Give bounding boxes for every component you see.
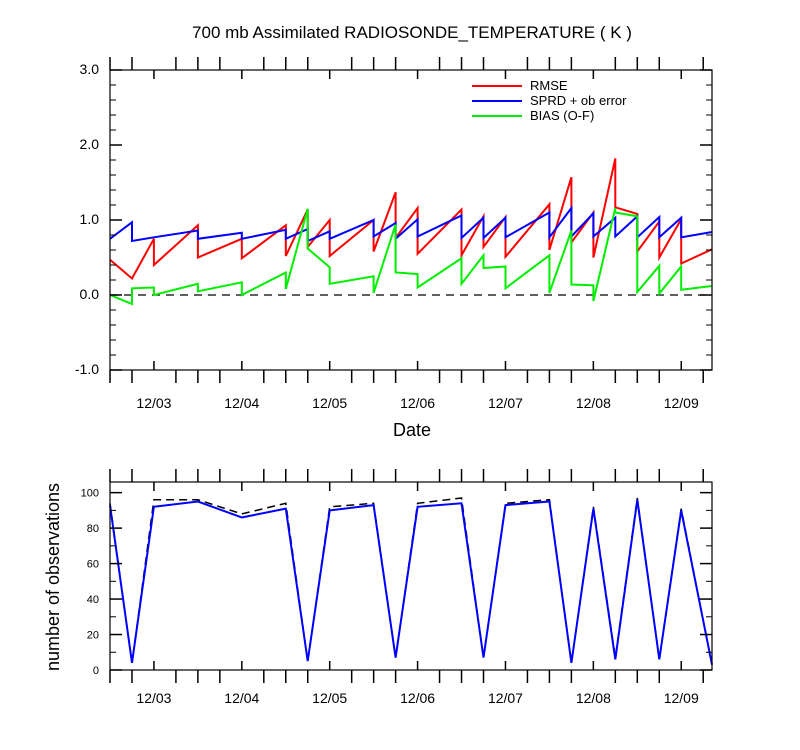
legend-label-sprd: SPRD + ob error [530,93,627,108]
bottom-ticks-group [109,469,712,683]
top-ticks-group [109,57,712,383]
x-tick-label: 12/04 [224,690,259,706]
legend-label-bias: BIAS (O-F) [530,108,594,123]
top-series-group [109,158,713,306]
legend: RMSE SPRD + ob error BIAS (O-F) [472,78,627,123]
x-tick-label: 12/05 [312,690,347,706]
series-line-observations-used [109,499,713,665]
y-tick-label: 40 [87,594,99,606]
x-tick-label: 12/09 [664,395,699,411]
top-plot-frame [109,69,713,371]
x-tick-label: 12/05 [312,395,347,411]
y-tick-label: 1.0 [80,211,100,227]
x-tick-label: 12/03 [136,395,171,411]
x-axis-title: Date [393,420,431,440]
top-y-tick-labels: -1.0 0.0 1.0 2.0 3.0 [75,61,99,377]
x-tick-label: 12/03 [136,690,171,706]
bottom-x-tick-labels: 12/03 12/04 12/05 12/06 12/07 12/08 12/09 [136,690,699,706]
y-tick-label: 0 [93,665,99,677]
chart-title: 700 mb Assimilated RADIOSONDE_TEMPERATUR… [192,23,632,42]
y-tick-label: 80 [87,523,99,535]
top-x-tick-labels: 12/03 12/04 12/05 12/06 12/07 12/08 12/09 [136,395,699,411]
legend-label-rmse: RMSE [530,78,568,93]
y-tick-label: 0.0 [80,286,100,302]
x-tick-label: 12/07 [488,690,523,706]
y-tick-label: 60 [87,559,99,571]
y-tick-label: 3.0 [80,61,100,77]
bottom-series-group [109,497,713,665]
y-tick-label: 20 [87,630,99,642]
y-tick-label: 2.0 [80,136,100,152]
series-line-observations-possible [109,497,713,665]
x-tick-label: 12/06 [400,690,435,706]
x-tick-label: 12/07 [488,395,523,411]
y-tick-label: -1.0 [75,361,99,377]
y-axis-title-observations: number of observations [43,483,63,671]
bottom-y-tick-labels: 0 20 40 60 80 100 [81,488,99,677]
x-tick-label: 12/06 [400,395,435,411]
x-tick-label: 12/08 [576,395,611,411]
x-tick-label: 12/08 [576,690,611,706]
y-tick-label: 100 [81,488,99,500]
series-line-sprd-ob-error [109,205,713,243]
x-tick-label: 12/09 [664,690,699,706]
top-panel: -1.00.01.02.03.0 12/03 12/04 12/05 12/06 12/… [75,57,713,440]
x-tick-label: 12/04 [224,395,259,411]
bottom-plot-frame [109,481,713,671]
series-line-bias-o-f [109,207,713,306]
series-line-rmse [109,158,713,281]
